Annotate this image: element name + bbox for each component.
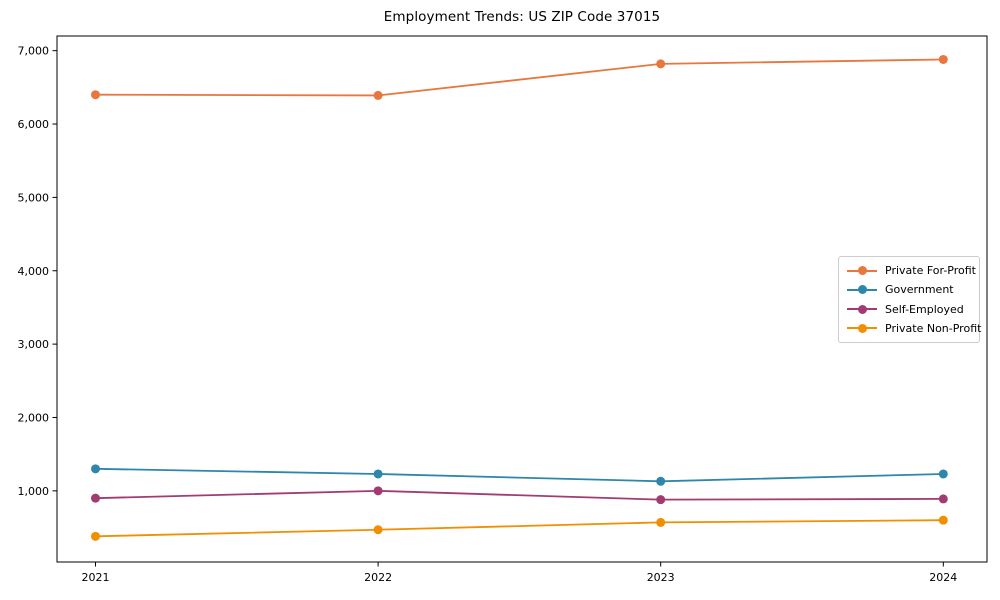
x-tick-label: 2023: [647, 571, 675, 584]
legend-line-marker-icon: [847, 322, 877, 334]
legend-label: Self-Employed: [885, 302, 964, 316]
chart-legend: Private For-Profit Government Self-Emplo…: [838, 256, 981, 343]
legend-label: Private For-Profit: [885, 264, 976, 278]
y-tick-label: 1,000: [18, 485, 50, 498]
series-line-private-non-profit: [94, 519, 945, 538]
legend-line-marker-icon: [847, 284, 877, 296]
legend-item-private-non-profit: Private Non-Profit: [847, 322, 981, 335]
series-line-private-for-profit: [94, 58, 945, 97]
y-tick-label: 5,000: [18, 191, 50, 204]
data-point-self-employed-2021: [91, 493, 100, 503]
data-point-government-2022: [373, 469, 383, 479]
series-line-government: [94, 467, 945, 483]
legend-label: Government: [885, 283, 954, 297]
y-tick-label: 3,000: [18, 338, 50, 351]
data-point-self-employed-2023: [656, 495, 666, 505]
y-tick-label: 4,000: [18, 265, 50, 278]
data-point-private-for-profit-2023: [656, 59, 666, 69]
x-tick-label: 2021: [82, 571, 110, 584]
data-point-private-for-profit-2022: [373, 90, 383, 100]
data-point-private-non-profit-2021: [91, 531, 100, 541]
legend-line-marker-icon: [847, 303, 877, 315]
data-point-private-for-profit-2021: [91, 90, 100, 100]
data-point-government-2024: [938, 469, 948, 479]
data-point-private-non-profit-2024: [938, 515, 948, 525]
legend-item-private-for-profit: Private For-Profit: [847, 264, 976, 277]
y-tick-label: 7,000: [18, 45, 50, 58]
data-point-private-non-profit-2022: [373, 525, 383, 535]
series-line-self-employed: [94, 489, 945, 501]
plot-frame: [56, 35, 988, 563]
data-point-private-for-profit-2024: [938, 54, 948, 64]
data-point-private-non-profit-2023: [656, 517, 666, 527]
data-point-self-employed-2022: [373, 486, 383, 496]
x-tick-label: 2022: [364, 571, 392, 584]
legend-item-self-employed: Self-Employed: [847, 303, 971, 316]
data-point-government-2021: [91, 464, 100, 474]
data-point-self-employed-2024: [938, 494, 948, 504]
data-point-government-2023: [656, 476, 666, 486]
legend-item-government: Government: [847, 283, 971, 296]
legend-label: Private Non-Profit: [885, 321, 982, 335]
x-tick-label: 2024: [929, 571, 957, 584]
legend-line-marker-icon: [847, 265, 877, 277]
y-tick-label: 6,000: [18, 118, 50, 131]
y-tick-label: 2,000: [18, 411, 50, 424]
chart-title: Employment Trends: US ZIP Code 37015: [383, 9, 661, 25]
